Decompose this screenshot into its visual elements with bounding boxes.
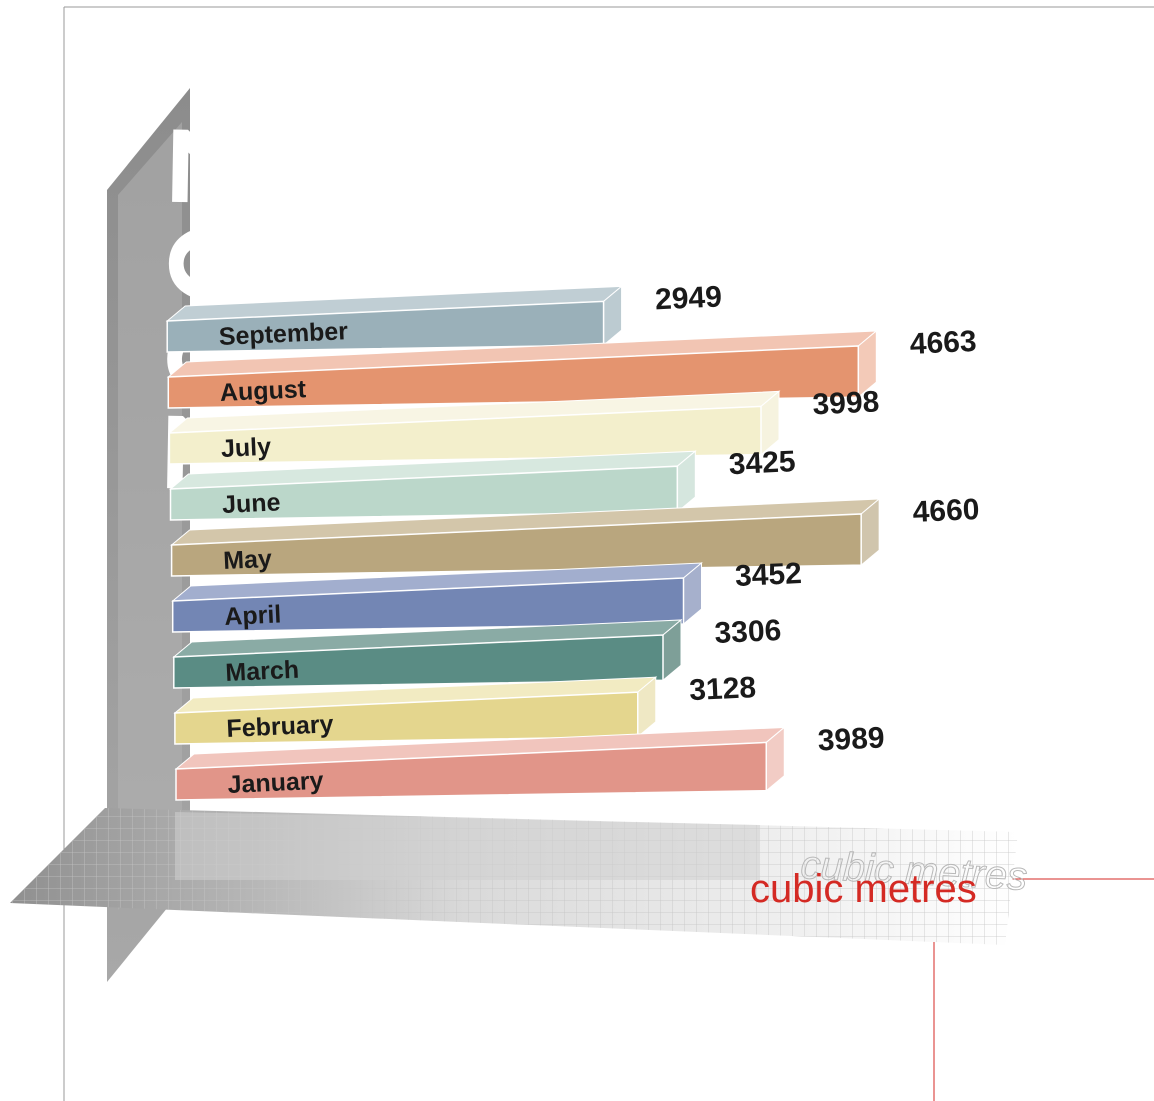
value-label-march: 3306 [714,614,782,650]
value-label-february: 3128 [689,671,757,707]
category-label-february: February [226,710,334,743]
bar-april: April 3452 [171,557,803,633]
bar-january: January 3989 [174,721,885,801]
floor-grid [10,808,1018,945]
value-label-may: 4660 [912,493,980,529]
bar-front-april [171,577,685,633]
category-label-july: July [220,433,271,463]
value-label-june: 3425 [728,445,796,481]
category-label-march: March [225,656,300,687]
wall-highlight [118,122,182,910]
bar-front-august [167,345,860,409]
bar-september: September 2949 [165,280,723,353]
bar-march: March 3306 [172,614,782,689]
value-label-august: 4663 [909,325,977,361]
bar-front-july [168,405,762,465]
bars: September 2949 August 4663 July 3998 June 3425 M… [165,280,980,801]
category-label-september: September [218,317,349,351]
bar-front-march [173,634,664,689]
value-label-january: 3989 [817,721,885,757]
bar-june: June 3425 [169,445,796,521]
bar-may: May 4660 [170,493,980,577]
bar-august: August 4663 [166,325,977,409]
bar-july: July 3998 [167,385,880,465]
bar-front-may [170,513,862,577]
category-label-may: May [223,545,273,575]
unit-label: cubic metres [750,867,977,911]
category-label-january: January [227,767,324,799]
category-label-june: June [222,488,282,519]
category-label-august: August [219,375,307,407]
value-label-september: 2949 [654,280,722,316]
bar-february: February 3128 [173,671,757,745]
value-label-july: 3998 [812,385,880,421]
bar-front-january [175,741,768,801]
floor-shadow [175,812,760,880]
category-label-april: April [224,600,282,631]
value-label-april: 3452 [734,557,802,593]
